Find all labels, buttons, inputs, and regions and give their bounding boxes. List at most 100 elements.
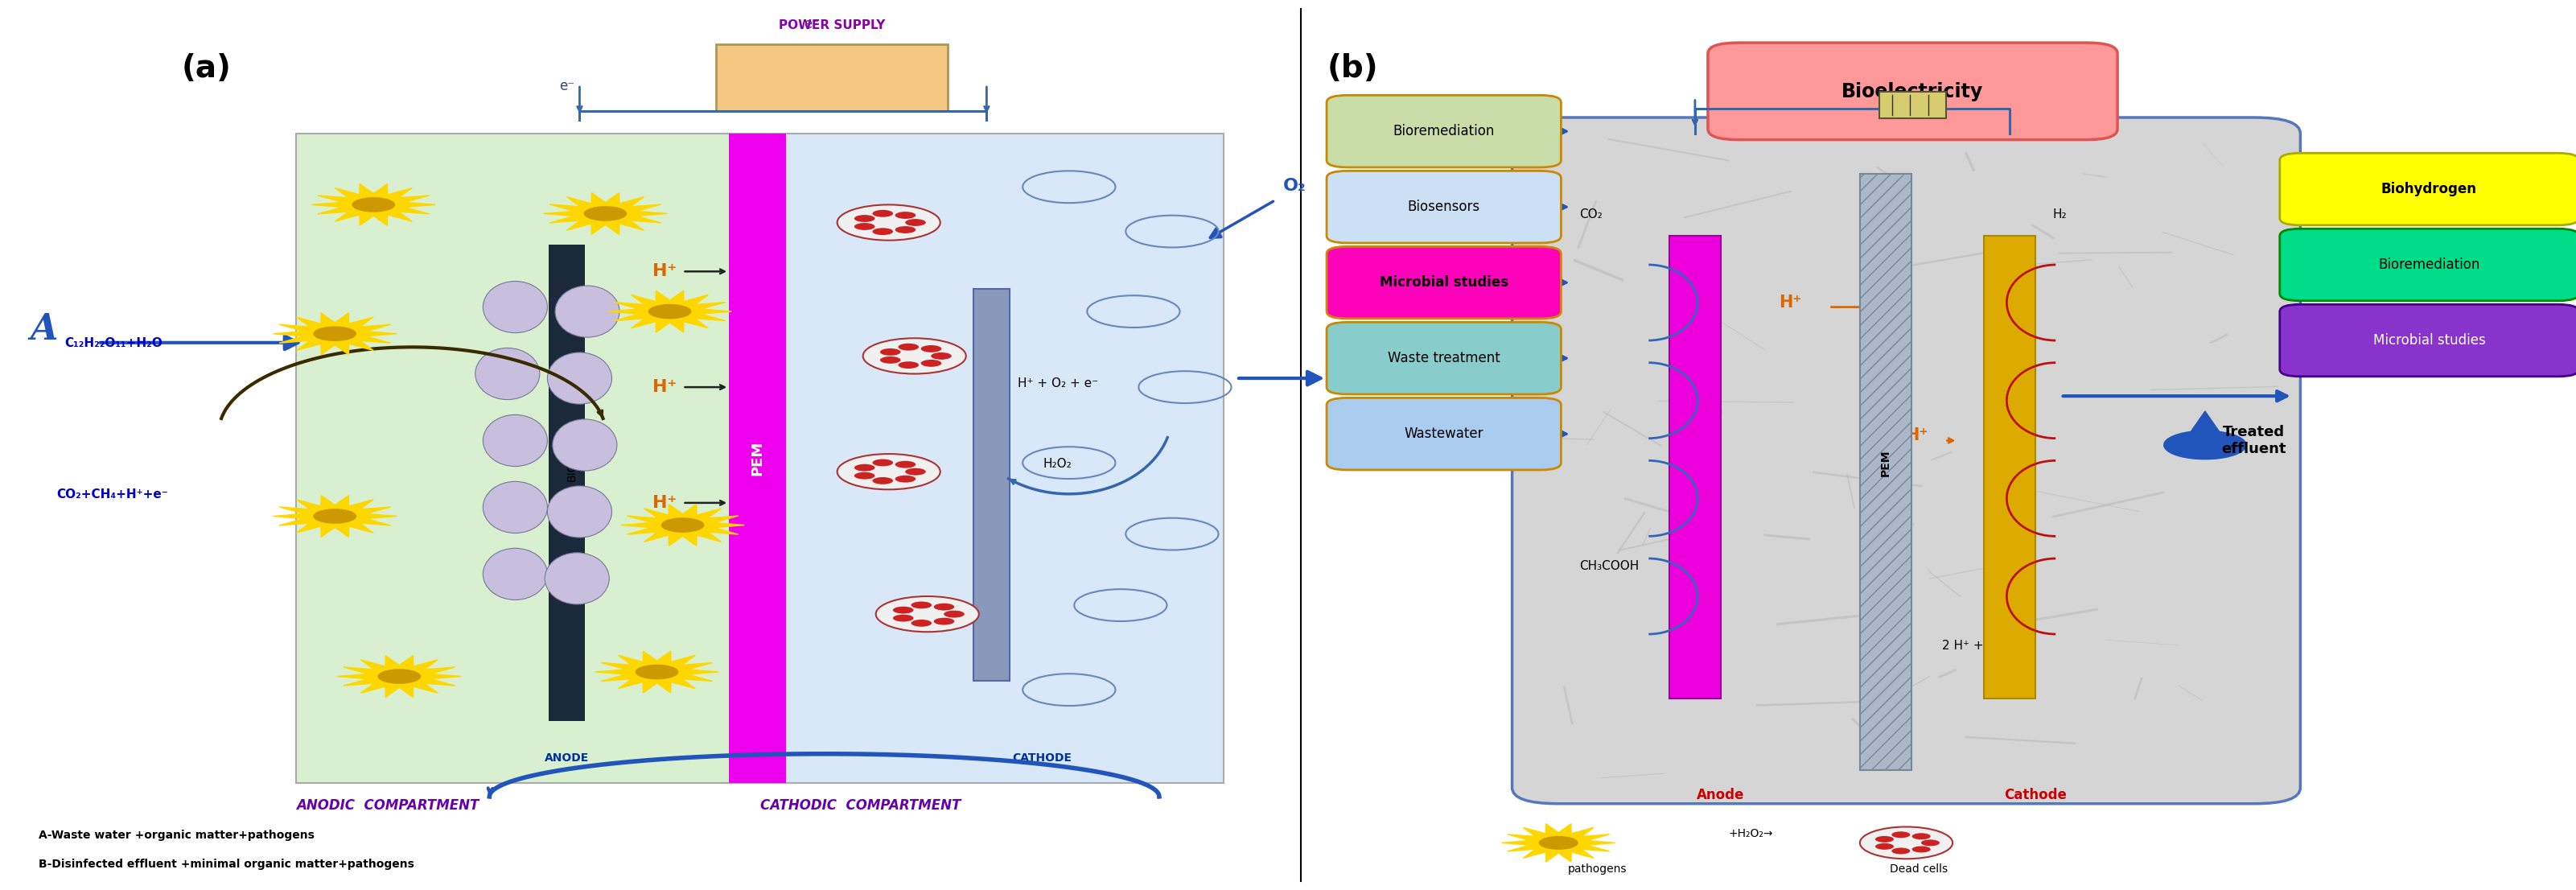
Text: B-Disinfected effluent +minimal organic matter+pathogens: B-Disinfected effluent +minimal organic … <box>39 859 415 870</box>
Polygon shape <box>1502 824 1615 862</box>
Circle shape <box>855 473 876 480</box>
FancyBboxPatch shape <box>1327 171 1561 243</box>
Circle shape <box>943 611 963 618</box>
Polygon shape <box>273 496 397 537</box>
Circle shape <box>1911 846 1929 853</box>
Text: Microbial studies: Microbial studies <box>2372 333 2486 348</box>
Text: Microbial studies: Microbial studies <box>1378 275 1510 290</box>
FancyBboxPatch shape <box>1708 43 2117 140</box>
Circle shape <box>933 618 953 625</box>
Circle shape <box>379 669 420 684</box>
Circle shape <box>1922 839 1940 846</box>
Circle shape <box>837 454 940 490</box>
Circle shape <box>894 606 914 613</box>
Circle shape <box>1875 836 1893 843</box>
Text: e⁻: e⁻ <box>933 79 948 93</box>
Circle shape <box>899 344 920 351</box>
FancyBboxPatch shape <box>1327 322 1561 394</box>
Circle shape <box>904 219 925 226</box>
Text: CATHODE: CATHODE <box>1012 752 1072 764</box>
Ellipse shape <box>549 486 613 538</box>
Circle shape <box>1891 848 1911 854</box>
Text: ANODE: ANODE <box>544 752 590 764</box>
Circle shape <box>881 357 902 364</box>
Bar <box>1860 174 1911 770</box>
Text: H₂O₂: H₂O₂ <box>1043 457 1072 470</box>
Circle shape <box>873 228 894 235</box>
Circle shape <box>873 459 894 466</box>
Ellipse shape <box>556 286 621 337</box>
Circle shape <box>1860 827 1953 859</box>
Circle shape <box>894 475 914 482</box>
Bar <box>549 245 585 721</box>
Bar <box>1669 236 1721 699</box>
Circle shape <box>899 361 920 368</box>
Bar <box>296 134 773 783</box>
FancyBboxPatch shape <box>1512 117 2300 804</box>
Text: Anode: Anode <box>1698 788 1744 802</box>
Polygon shape <box>337 656 461 697</box>
Text: BIOFILM: BIOFILM <box>567 436 577 481</box>
Polygon shape <box>595 651 719 692</box>
FancyBboxPatch shape <box>2280 304 2576 376</box>
Circle shape <box>933 603 953 611</box>
Text: H⁺ + O₂ + e⁻: H⁺ + O₂ + e⁻ <box>1018 377 1097 390</box>
Text: B: B <box>1365 348 1394 382</box>
Circle shape <box>1538 836 1579 850</box>
Text: Dead cells: Dead cells <box>1891 863 1947 875</box>
Polygon shape <box>621 505 744 546</box>
Text: CATHODIC  COMPARTMENT: CATHODIC COMPARTMENT <box>760 798 961 813</box>
Circle shape <box>1875 843 1893 850</box>
Text: H₂: H₂ <box>2053 208 2069 221</box>
Circle shape <box>855 214 876 222</box>
Text: e⁻: e⁻ <box>804 17 819 31</box>
Circle shape <box>894 615 914 622</box>
Text: CO₂: CO₂ <box>1579 208 1602 221</box>
Ellipse shape <box>474 348 538 400</box>
Polygon shape <box>2190 411 2221 433</box>
Polygon shape <box>312 184 435 225</box>
Circle shape <box>920 345 940 352</box>
Circle shape <box>873 210 894 217</box>
Bar <box>1878 92 1947 118</box>
FancyBboxPatch shape <box>1327 95 1561 167</box>
Circle shape <box>894 461 914 468</box>
Bar <box>773 134 1224 783</box>
Text: (b): (b) <box>1327 53 1378 84</box>
Text: A: A <box>31 312 57 346</box>
Ellipse shape <box>484 548 549 600</box>
Text: PEM: PEM <box>1880 449 1891 476</box>
Text: PEM: PEM <box>750 441 765 476</box>
FancyBboxPatch shape <box>2280 153 2576 225</box>
Text: ANODIC  COMPARTMENT: ANODIC COMPARTMENT <box>296 798 479 813</box>
Circle shape <box>904 468 925 475</box>
Circle shape <box>920 360 940 367</box>
Ellipse shape <box>484 481 549 533</box>
Text: +H₂O₂→: +H₂O₂→ <box>1728 828 1772 839</box>
Circle shape <box>855 464 876 471</box>
Circle shape <box>912 602 933 609</box>
Polygon shape <box>2164 431 2246 459</box>
Text: Bioremediation: Bioremediation <box>2378 257 2481 272</box>
Circle shape <box>837 205 940 240</box>
Text: Biohydrogen: Biohydrogen <box>2380 182 2478 197</box>
Text: Bioremediation: Bioremediation <box>1394 124 1494 139</box>
Polygon shape <box>544 193 667 234</box>
Polygon shape <box>273 313 397 354</box>
Text: CO₂+CH₄+H⁺+e⁻: CO₂+CH₄+H⁺+e⁻ <box>57 489 167 501</box>
Text: Biosensors: Biosensors <box>1406 199 1481 214</box>
Text: CH₃COOH: CH₃COOH <box>1579 560 1638 572</box>
Circle shape <box>662 518 703 532</box>
Circle shape <box>912 619 933 627</box>
Circle shape <box>314 327 355 341</box>
Bar <box>974 289 1010 681</box>
Text: H⁺: H⁺ <box>652 495 677 511</box>
Text: Treated
effluent: Treated effluent <box>2221 425 2287 457</box>
Text: POWER SUPPLY: POWER SUPPLY <box>778 19 886 31</box>
Circle shape <box>863 338 966 374</box>
Circle shape <box>894 212 914 219</box>
Circle shape <box>585 206 626 221</box>
Circle shape <box>930 352 951 360</box>
Text: e⁻: e⁻ <box>2027 97 2043 111</box>
Circle shape <box>873 477 894 484</box>
